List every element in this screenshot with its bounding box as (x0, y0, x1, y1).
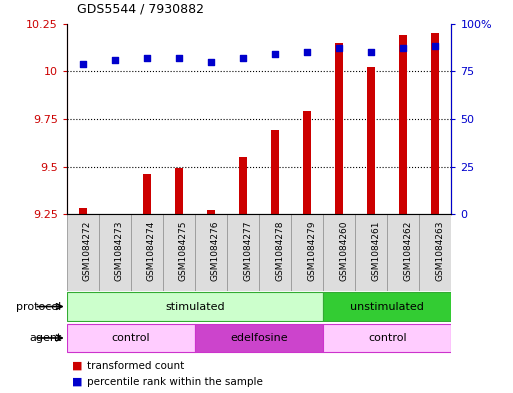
Bar (67, 292, 323, 321)
Bar (227, 214, 259, 291)
Bar (259, 214, 291, 291)
Bar (355, 214, 387, 291)
Bar (271, 130, 279, 214)
Text: transformed count: transformed count (87, 361, 185, 371)
Bar (175, 169, 183, 214)
Point (271, 51, 279, 57)
Bar (335, 42, 343, 214)
Bar (303, 111, 311, 214)
Point (367, 49, 376, 55)
Text: percentile rank within the sample: percentile rank within the sample (87, 377, 263, 387)
Text: GSM1084275: GSM1084275 (179, 220, 188, 281)
Text: GSM1084278: GSM1084278 (275, 220, 284, 281)
Text: GSM1084279: GSM1084279 (307, 220, 316, 281)
Bar (323, 292, 451, 321)
Text: GSM1084272: GSM1084272 (83, 220, 92, 281)
Text: GSM1084277: GSM1084277 (243, 220, 252, 281)
Bar (67, 214, 98, 291)
Bar (387, 214, 420, 291)
Text: control: control (368, 333, 407, 343)
Text: GSM1084274: GSM1084274 (147, 220, 156, 281)
Point (303, 49, 311, 55)
Bar (163, 214, 195, 291)
Text: GSM1084260: GSM1084260 (339, 220, 348, 281)
Text: GSM1084262: GSM1084262 (403, 220, 412, 281)
Bar (98, 214, 131, 291)
Bar (131, 214, 163, 291)
Text: GSM1084276: GSM1084276 (211, 220, 220, 281)
Point (239, 55, 247, 61)
Bar (195, 214, 227, 291)
Point (143, 55, 151, 61)
Text: stimulated: stimulated (165, 301, 225, 312)
Point (335, 45, 343, 51)
Text: GSM1084261: GSM1084261 (371, 220, 380, 281)
Bar (78, 208, 87, 214)
Bar (367, 68, 376, 214)
Text: control: control (111, 333, 150, 343)
Bar (323, 324, 451, 352)
Text: GSM1084273: GSM1084273 (115, 220, 124, 281)
Point (399, 45, 407, 51)
Point (175, 55, 183, 61)
Point (78, 61, 87, 67)
Point (207, 59, 215, 65)
Text: unstimulated: unstimulated (350, 301, 424, 312)
Bar (195, 324, 323, 352)
Bar (399, 35, 407, 214)
Bar (431, 33, 440, 214)
Bar (143, 174, 151, 214)
Point (431, 43, 440, 50)
Bar (420, 214, 451, 291)
Bar (207, 210, 215, 214)
Text: ■: ■ (72, 361, 82, 371)
Text: GSM1084263: GSM1084263 (436, 220, 444, 281)
Text: protocol: protocol (16, 301, 62, 312)
Bar (291, 214, 323, 291)
Bar (239, 157, 247, 214)
Text: ■: ■ (72, 377, 82, 387)
Point (111, 57, 119, 63)
Text: edelfosine: edelfosine (230, 333, 288, 343)
Text: GDS5544 / 7930882: GDS5544 / 7930882 (77, 3, 204, 16)
Bar (323, 214, 355, 291)
Bar (67, 324, 195, 352)
Text: agent: agent (29, 333, 62, 343)
